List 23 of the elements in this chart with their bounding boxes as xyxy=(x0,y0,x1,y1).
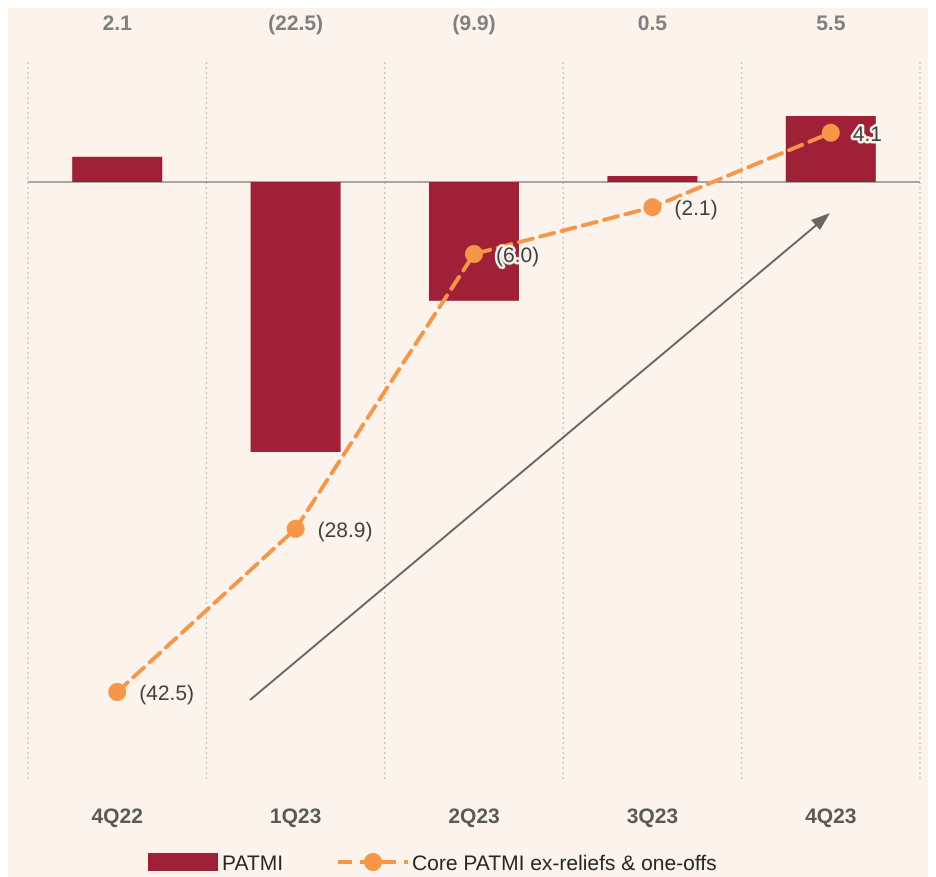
data-label: (9.9) xyxy=(452,12,496,35)
bar xyxy=(72,156,162,182)
data-label: 0.5 xyxy=(638,12,668,35)
data-label: 2.1 xyxy=(102,12,132,35)
point xyxy=(643,198,662,216)
data-label: (28.9) xyxy=(318,518,372,542)
legend-label: Core PATMI ex-reliefs & one-offs xyxy=(412,852,717,875)
x-tick-label: 3Q23 xyxy=(626,805,678,828)
point xyxy=(465,245,483,263)
x-tick-label: 1Q23 xyxy=(270,805,322,828)
bar xyxy=(607,176,698,182)
x-tick-label: 4Q23 xyxy=(805,805,856,828)
bar xyxy=(250,182,341,452)
point xyxy=(286,520,305,538)
point xyxy=(108,683,126,701)
x-tick-label: 4Q22 xyxy=(92,805,143,828)
point xyxy=(822,124,840,142)
x-tick-label: 2Q23 xyxy=(448,805,500,828)
data-label: (2.1) xyxy=(674,197,718,220)
data-label: (42.5) xyxy=(139,682,194,705)
data-label: 5.5 xyxy=(816,12,846,35)
data-label: (22.5) xyxy=(268,12,324,35)
legend-label: PATMI xyxy=(222,852,284,875)
